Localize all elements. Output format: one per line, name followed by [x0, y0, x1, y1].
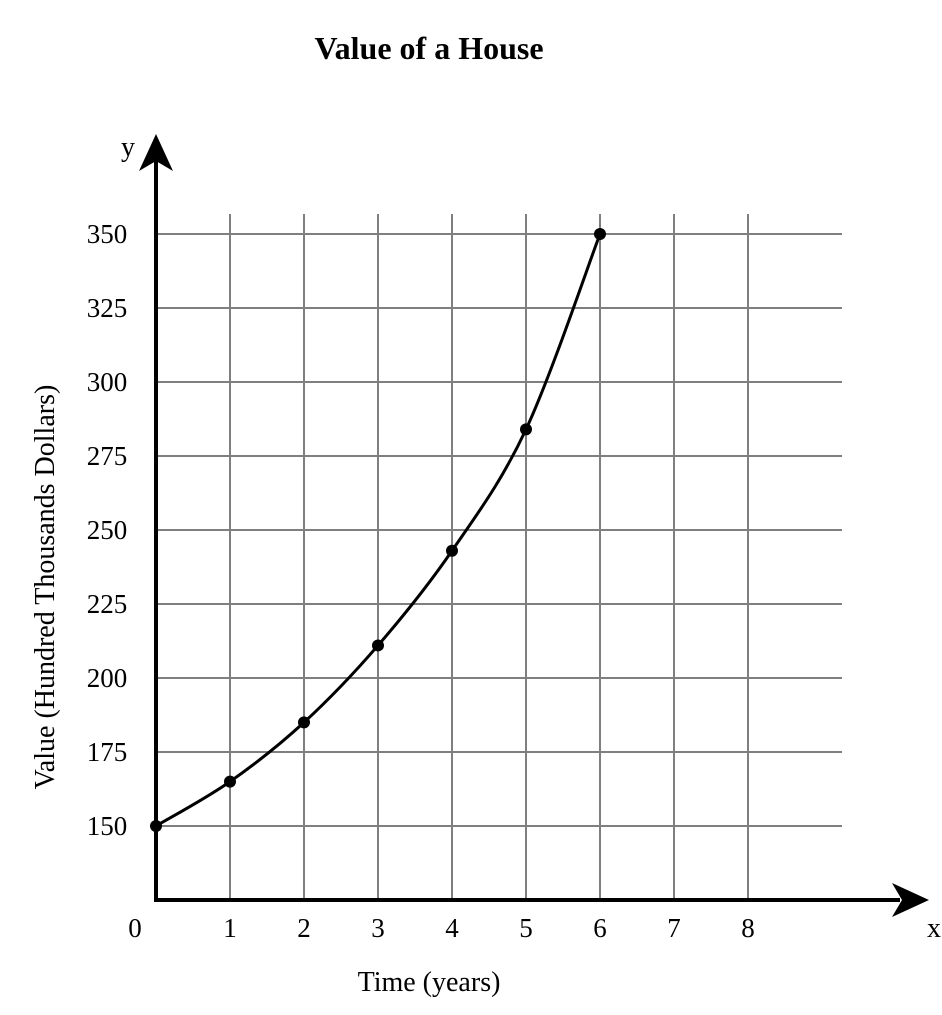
data-point: [594, 228, 606, 240]
x-axis-arrow: [892, 883, 929, 917]
x-tick-label: 5: [519, 913, 533, 943]
y-tick-label: 350: [87, 219, 128, 249]
series: [150, 228, 606, 832]
x-axis-label: Time (years): [358, 967, 501, 998]
data-point: [298, 716, 310, 729]
y-axis-letter: y: [121, 132, 135, 163]
y-tick-label: 225: [87, 589, 128, 619]
x-tick-label: 8: [741, 913, 755, 943]
tick-labels: 1 2 3 4 5 6 7 8 150 175 200 225 250 275 300 325 350: [87, 219, 755, 943]
x-tick-label: 6: [593, 913, 607, 943]
y-tick-label: 275: [87, 441, 128, 471]
y-axis-label: Value (Hundred Thousands Dollars): [30, 385, 61, 790]
y-tick-label: 300: [87, 367, 128, 397]
x-tick-label: 3: [371, 913, 385, 943]
data-point: [446, 544, 458, 557]
y-tick-label: 250: [87, 515, 128, 545]
x-tick-label: 7: [667, 913, 681, 943]
y-tick-label: 150: [87, 811, 128, 841]
data-point: [224, 775, 236, 788]
data-point: [520, 423, 532, 436]
y-tick-label: 175: [87, 737, 128, 767]
x-tick-label: 4: [445, 913, 459, 943]
chart-title: Value of a House: [314, 30, 543, 66]
data-point: [372, 639, 384, 652]
x-axis-letter: x: [927, 913, 941, 944]
axes: [139, 134, 929, 917]
y-axis-arrow: [139, 134, 173, 171]
y-tick-label: 325: [87, 293, 128, 323]
x-tick-label: 1: [223, 913, 237, 943]
grid: [156, 214, 842, 900]
data-point: [150, 820, 162, 832]
origin-label: 0: [128, 913, 142, 943]
x-tick-label: 2: [297, 913, 311, 943]
y-tick-label: 200: [87, 663, 128, 693]
